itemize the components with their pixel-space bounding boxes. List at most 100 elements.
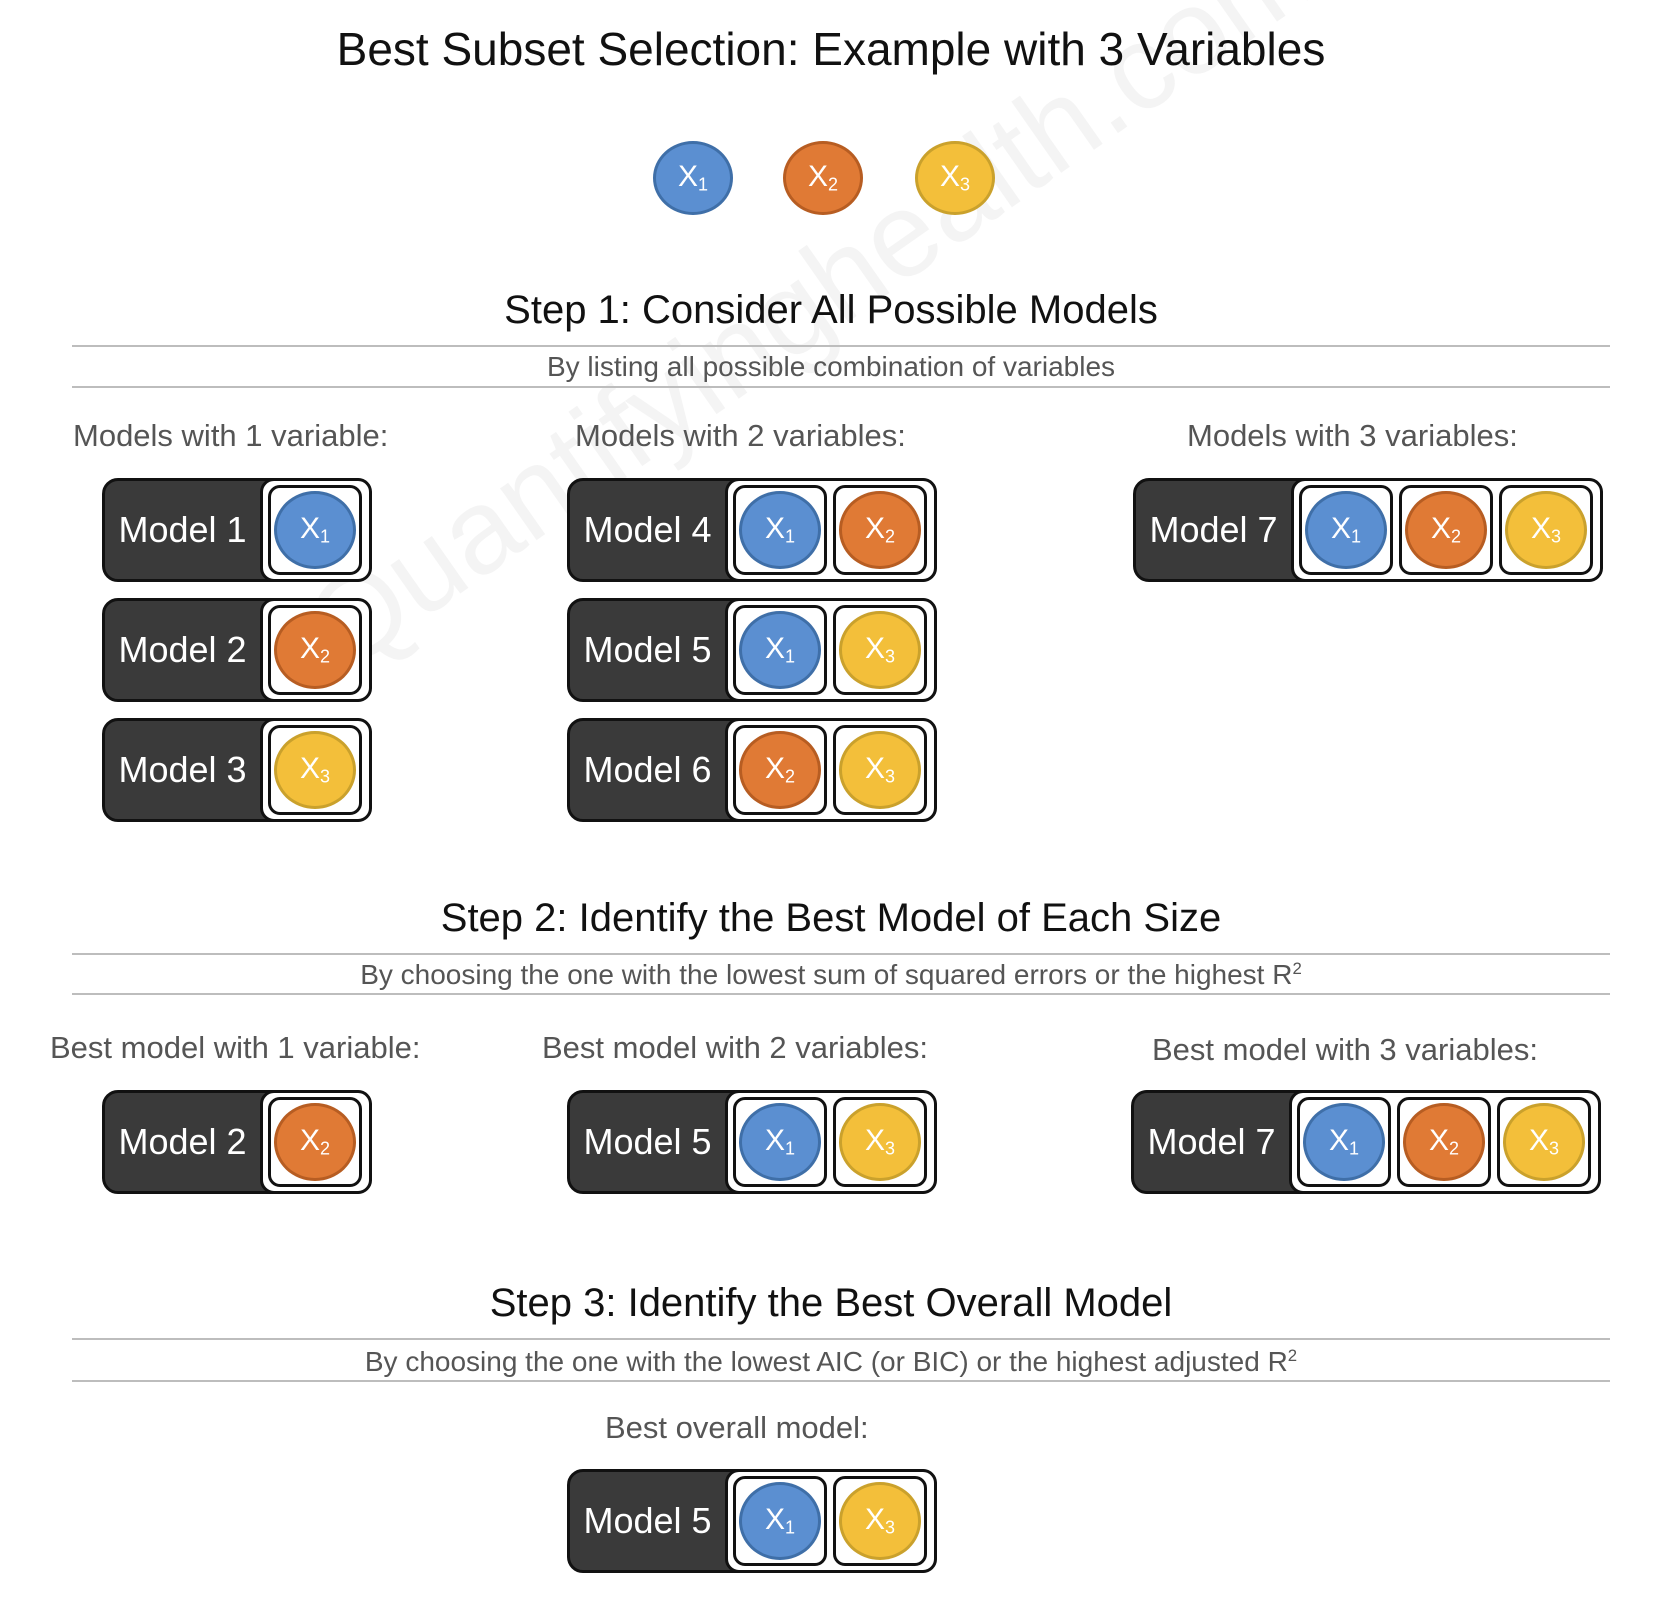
- step2-group-label-1: Best model with 1 variable:: [50, 1030, 421, 1065]
- x1-circle: X1: [739, 1103, 821, 1181]
- legend-x1-circle: X1: [653, 141, 733, 215]
- model-variables: X3: [260, 718, 372, 822]
- x2-circle: X2: [274, 611, 356, 689]
- model-variables: X1 X3: [725, 1090, 937, 1194]
- variable-name: X: [1328, 1124, 1349, 1158]
- step1-group-label-2: Models with 2 variables:: [575, 418, 906, 453]
- variable-subscript: 2: [828, 174, 839, 195]
- step3-subtitle-sup: 2: [1287, 1345, 1298, 1365]
- variable-label: X3: [865, 1503, 895, 1539]
- x1-circle: X1: [274, 491, 356, 569]
- model-variables: X2: [260, 598, 372, 702]
- step1-rule-top: [72, 345, 1610, 347]
- variable-slot: X2: [733, 725, 827, 815]
- variable-subscript: 2: [1451, 526, 1462, 547]
- variable-slot: X2: [268, 1097, 362, 1187]
- legend-x3-circle: X3: [915, 141, 995, 215]
- variable-subscript: 3: [885, 1138, 896, 1159]
- variable-subscript: 2: [885, 526, 896, 547]
- variable-subscript: 2: [785, 766, 796, 787]
- model-variables: X2 X3: [725, 718, 937, 822]
- variable-subscript: 2: [1449, 1138, 1460, 1159]
- variable-slot: X2: [1399, 485, 1493, 575]
- variable-label: X1: [300, 512, 330, 548]
- step1-group-label-1: Models with 1 variable:: [73, 418, 389, 453]
- variable-slot: X2: [268, 605, 362, 695]
- variable-name: X: [299, 752, 320, 786]
- variable-subscript: 1: [785, 646, 796, 667]
- variable-slot: X2: [1397, 1097, 1491, 1187]
- model-variables: X1 X2: [725, 478, 937, 582]
- variable-subscript: 3: [960, 174, 971, 195]
- variable-label: X3: [300, 752, 330, 788]
- step3-group-label: Best overall model:: [605, 1410, 869, 1445]
- variable-label: X2: [865, 512, 895, 548]
- variable-subscript: 1: [1349, 1138, 1360, 1159]
- watermark: Quantifyinghealth.com: [281, 0, 1338, 698]
- variable-label: X1: [765, 1124, 795, 1160]
- model-label: Model 3: [118, 749, 247, 790]
- variable-slot: X3: [833, 605, 927, 695]
- model-label: Model 5: [583, 629, 712, 670]
- variable-label: X1: [765, 1503, 795, 1539]
- model-label: Model 7: [1149, 509, 1278, 550]
- step1-group-label-3: Models with 3 variables:: [1187, 418, 1518, 453]
- x2-circle: X2: [1405, 491, 1487, 569]
- variable-slot: X3: [1499, 485, 1593, 575]
- model-label: Model 2: [118, 1121, 247, 1162]
- variable-label: X2: [765, 752, 795, 788]
- variable-label: X3: [865, 1124, 895, 1160]
- variable-label: X1: [1331, 512, 1361, 548]
- model-label: Model 1: [118, 509, 247, 550]
- x2-circle: X2: [739, 731, 821, 809]
- variable-slot: X1: [733, 1476, 827, 1566]
- model-card: Model 7 X1 X2 X3: [1133, 478, 1603, 582]
- x2-circle: X2: [274, 1103, 356, 1181]
- model-variables: X1 X3: [725, 1469, 937, 1573]
- model-label: Model 5: [583, 1121, 712, 1162]
- variable-label: X2: [300, 1124, 330, 1160]
- x3-circle: X3: [839, 611, 921, 689]
- variable-subscript: 2: [320, 646, 331, 667]
- x1-circle: X1: [1303, 1103, 1385, 1181]
- model-variables: X1: [260, 478, 372, 582]
- step2-subtitle-text: By choosing the one with the lowest sum …: [360, 959, 1293, 990]
- variable-name: X: [807, 160, 828, 194]
- variable-name: X: [764, 752, 785, 786]
- x2-circle: X2: [839, 491, 921, 569]
- model-card: Model 2 X2: [102, 1090, 372, 1194]
- x1-circle: X1: [739, 1482, 821, 1560]
- variable-name: X: [864, 752, 885, 786]
- variable-label: X3: [865, 632, 895, 668]
- variable-slot: X1: [268, 485, 362, 575]
- variable-slot: X3: [268, 725, 362, 815]
- model-variables: X2: [260, 1090, 372, 1194]
- x1-circle: X1: [739, 491, 821, 569]
- variable-name: X: [1430, 512, 1451, 546]
- step2-rule-bottom: [72, 993, 1610, 995]
- variable-slot: X3: [833, 725, 927, 815]
- x1-circle: X1: [1305, 491, 1387, 569]
- variable-subscript: 2: [320, 1138, 331, 1159]
- x2-circle: X2: [1403, 1103, 1485, 1181]
- model-card: Model 3 X3: [102, 718, 372, 822]
- page-title: Best Subset Selection: Example with 3 Va…: [336, 23, 1326, 75]
- x3-circle: X3: [839, 1482, 921, 1560]
- x1-circle: X1: [739, 611, 821, 689]
- step1-title: Step 1: Consider All Possible Models: [504, 288, 1158, 332]
- variable-subscript: 1: [320, 526, 331, 547]
- model-card: Model 5 X1 X3: [567, 598, 937, 702]
- variable-subscript: 3: [885, 766, 896, 787]
- model-label: Model 6: [583, 749, 712, 790]
- variable-subscript: 1: [785, 1517, 796, 1538]
- variable-label: X2: [300, 632, 330, 668]
- variable-label: X2: [1431, 512, 1461, 548]
- model-card: Model 7 X1 X2 X3: [1131, 1090, 1601, 1194]
- variable-name: X: [1330, 512, 1351, 546]
- variable-slot: X3: [833, 1476, 927, 1566]
- step3-title-text: Step 3: Identify the Best Overall Model: [489, 1281, 1173, 1325]
- step2-subtitle: By choosing the one with the lowest sum …: [0, 959, 1662, 991]
- variable-name: X: [764, 1124, 785, 1158]
- variable-label: X1: [765, 512, 795, 548]
- variable-name: X: [864, 1124, 885, 1158]
